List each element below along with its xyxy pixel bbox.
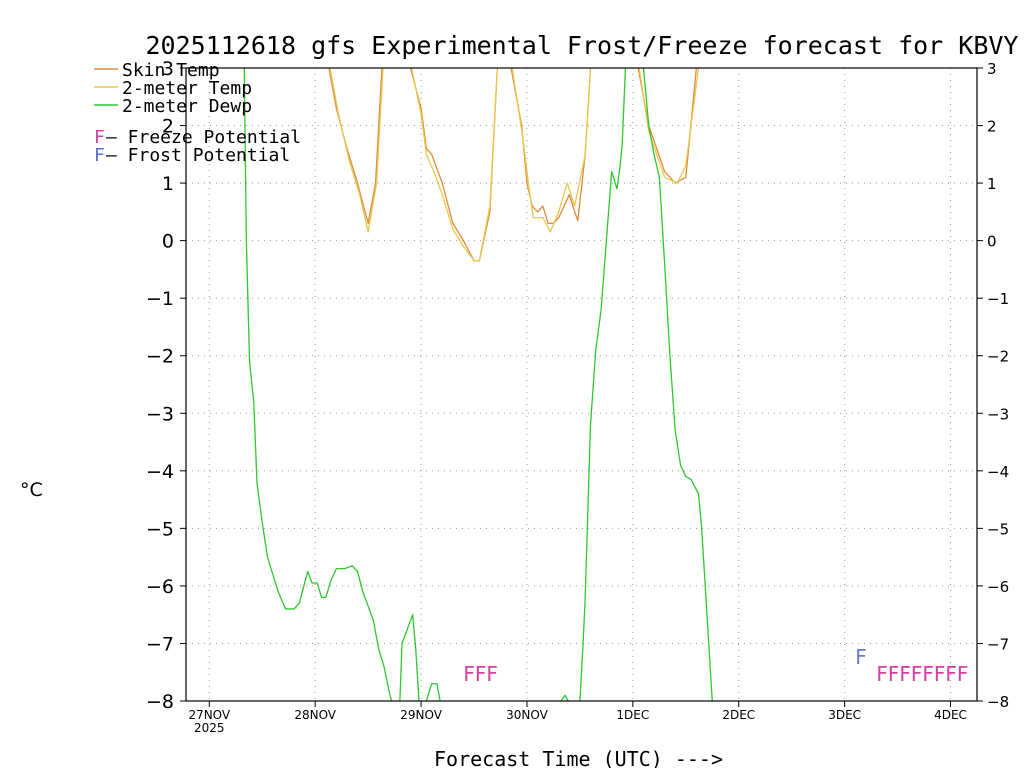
series-line-2-meter-temp	[329, 67, 384, 233]
x-tick-label: 28NOV	[294, 708, 336, 722]
legend-label-2m-temp: 2-meter Temp	[122, 78, 252, 99]
y-tick-label-left: −6	[146, 576, 174, 598]
series-line-2-meter-temp	[410, 67, 498, 262]
y-tick-label-left: −8	[146, 691, 174, 713]
y-tick-label-right: −3	[987, 405, 1009, 423]
series-line-2-meter-dewp	[560, 694, 569, 702]
y-tick-label-left: 1	[162, 173, 174, 195]
x-tick-label: 2DEC	[722, 708, 755, 722]
x-axis: 27NOV 28NOV 29NOV 30NOV 1DEC 2DEC 3DEC 4DEC 2025	[188, 701, 967, 735]
x-tick-label: 4DEC	[934, 708, 967, 722]
x-tick-year: 2025	[194, 721, 225, 735]
y-axis-left: −8 −7 −6 −5 −4 −3 −2 −1 0 1 2 3	[146, 58, 186, 713]
chart-title: 2025112618 gfs Experimental Frost/Freeze…	[146, 31, 1019, 60]
y-tick-label-right: 2	[987, 118, 997, 136]
y-axis-label: °C	[20, 479, 43, 501]
legend-freeze-label: – Freeze Potential	[106, 127, 301, 148]
potential-flag: FFF	[463, 662, 498, 686]
series-line-2-meter-dewp	[243, 67, 393, 702]
y-tick-label-left: −5	[146, 518, 174, 540]
series-line-skin-temp	[637, 67, 698, 184]
series-lines	[243, 67, 713, 702]
y-axis-right: −8 −7 −6 −5 −4 −3 −2 −1 0 1 2 3	[977, 60, 1009, 711]
plot-frame	[185, 67, 978, 702]
series-line-skin-temp	[328, 67, 383, 225]
y-tick-label-right: −4	[987, 463, 1009, 481]
y-tick-label-left: −3	[146, 403, 174, 425]
series-line-2-meter-temp	[638, 67, 700, 184]
x-axis-label: Forecast Time (UTC) --->	[434, 747, 723, 768]
legend: Skin Temp 2-meter Temp 2-meter Dewp F – …	[94, 60, 301, 166]
y-tick-label-right: −2	[987, 348, 1009, 366]
potential-flag: F	[855, 645, 867, 669]
x-tick-label: 3DEC	[828, 708, 861, 722]
series-line-2-meter-dewp	[399, 614, 420, 702]
y-tick-label-right: 3	[987, 60, 997, 78]
y-tick-label-left: 3	[162, 58, 174, 80]
y-tick-label-right: −8	[987, 693, 1009, 711]
series-line-skin-temp	[510, 67, 592, 225]
legend-freeze-symbol: F	[94, 127, 105, 148]
y-tick-label-right: −7	[987, 635, 1009, 653]
y-tick-label-right: −1	[987, 290, 1009, 308]
legend-frost-label: – Frost Potential	[106, 145, 290, 166]
series-line-2-meter-dewp	[642, 67, 713, 702]
y-tick-label-right: 1	[987, 175, 997, 193]
legend-frost-symbol: F	[94, 145, 105, 166]
y-tick-label-left: −2	[146, 346, 174, 368]
potential-flag: FFFFFFFF	[876, 662, 968, 686]
grid	[186, 68, 977, 701]
series-line-2-meter-dewp	[579, 67, 627, 702]
legend-label-skin-temp: Skin Temp	[122, 60, 220, 81]
y-tick-label-left: 2	[162, 116, 174, 138]
y-tick-label-left: −7	[146, 633, 174, 655]
series-line-2-meter-temp	[511, 67, 592, 233]
x-tick-label: 29NOV	[400, 708, 442, 722]
y-tick-label-right: −6	[987, 578, 1009, 596]
y-tick-label-left: 0	[162, 231, 174, 253]
x-tick-label: 27NOV	[188, 708, 230, 722]
x-tick-label: 1DEC	[616, 708, 649, 722]
y-tick-label-left: −4	[146, 461, 174, 483]
series-line-2-meter-dewp	[425, 683, 441, 702]
y-tick-label-right: 0	[987, 233, 997, 251]
y-tick-label-left: −1	[146, 288, 174, 310]
y-tick-label-right: −5	[987, 520, 1009, 538]
x-tick-label: 30NOV	[506, 708, 548, 722]
legend-label-2m-dewp: 2-meter Dewp	[122, 96, 252, 117]
